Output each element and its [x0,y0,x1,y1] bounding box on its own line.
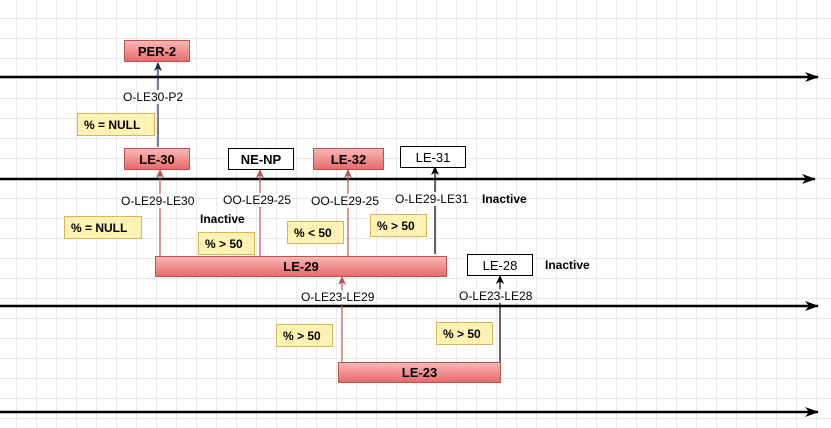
edge-label-ole23le28: O-LE23-LE28 [458,289,534,303]
node-le32[interactable]: LE-32 [313,148,384,170]
node-le23[interactable]: LE-23 [338,362,501,383]
status-inactive-le31: Inactive [482,192,527,206]
edge-label-ole23le29: O-LE23-LE29 [300,290,376,304]
condition-lt50: % < 50 [287,221,344,244]
condition-gt50-nenp: % > 50 [198,232,255,255]
status-inactive-nenp: Inactive [200,212,245,226]
condition-null-top: % = NULL [77,113,155,136]
edge-label-ole29le31: O-LE29-LE31 [394,192,470,206]
condition-gt50-le28: % > 50 [436,322,493,345]
node-le30[interactable]: LE-30 [124,148,190,170]
node-le31[interactable]: LE-31 [400,146,466,168]
node-le28[interactable]: LE-28 [467,254,533,276]
node-nenp[interactable]: NE-NP [228,148,294,170]
edge-label-oole29-25-le32: OO-LE29-25 [310,194,381,208]
node-per2[interactable]: PER-2 [124,40,190,62]
edge-label-ole29le30: O-LE29-LE30 [120,194,196,208]
condition-gt50-le29: % > 50 [276,324,333,347]
status-inactive-le28: Inactive [545,258,590,272]
node-le29[interactable]: LE-29 [155,256,447,277]
edge-label-ole30p2: O-LE30-P2 [122,90,185,104]
condition-gt50-le31: % > 50 [370,214,427,237]
condition-null-mid: % = NULL [64,216,142,239]
edge-label-oole29-25-nenp: OO-LE29-25 [222,193,293,207]
